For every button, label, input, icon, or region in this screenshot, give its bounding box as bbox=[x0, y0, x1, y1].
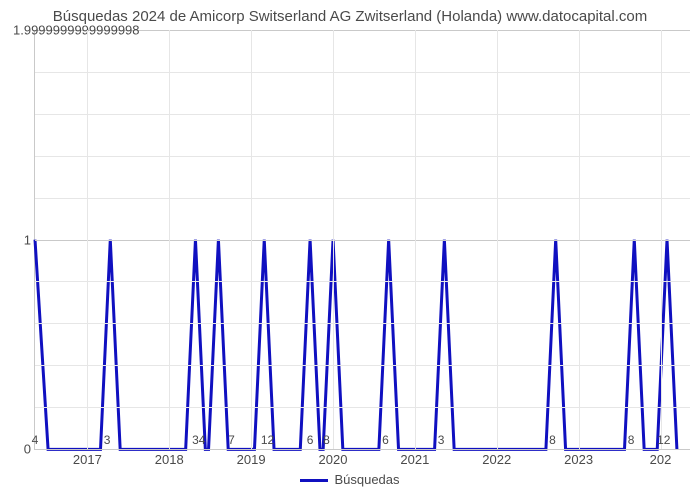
grid-h-major bbox=[35, 449, 690, 450]
data-point-label: 3 bbox=[104, 433, 111, 447]
grid-v bbox=[251, 30, 252, 449]
data-point-label: 12 bbox=[261, 433, 274, 447]
grid-h-minor bbox=[35, 407, 690, 408]
data-point-label: 6 bbox=[382, 433, 389, 447]
x-axis-year-label: 2019 bbox=[237, 452, 266, 467]
x-axis-year-label: 2018 bbox=[155, 452, 184, 467]
legend-swatch bbox=[300, 479, 328, 482]
grid-v bbox=[497, 30, 498, 449]
y-axis-label: 1 bbox=[13, 232, 31, 247]
grid-h-minor bbox=[35, 72, 690, 73]
grid-h-minor bbox=[35, 156, 690, 157]
data-point-label: 8 bbox=[549, 433, 556, 447]
grid-v bbox=[333, 30, 334, 449]
grid-v bbox=[87, 30, 88, 449]
grid-v bbox=[169, 30, 170, 449]
data-point-label: 6 bbox=[307, 433, 314, 447]
legend: Búsquedas bbox=[0, 472, 700, 487]
grid-v bbox=[415, 30, 416, 449]
x-axis-year-label: 2017 bbox=[73, 452, 102, 467]
data-point-label: 34 bbox=[192, 433, 205, 447]
data-point-label: 3 bbox=[438, 433, 445, 447]
x-axis-year-label: 2020 bbox=[319, 452, 348, 467]
grid-h-major bbox=[35, 240, 690, 241]
series-polyline bbox=[35, 240, 677, 450]
y-axis-label: 1.9999999999999998 bbox=[13, 23, 31, 38]
x-axis-year-label: 2021 bbox=[400, 452, 429, 467]
grid-h-minor bbox=[35, 323, 690, 324]
grid-h-minor bbox=[35, 281, 690, 282]
data-point-label: 7 bbox=[228, 433, 235, 447]
grid-h-minor bbox=[35, 198, 690, 199]
x-axis-year-label: 202 bbox=[650, 452, 672, 467]
chart-plot-area: 011.999999999999999820172018201920202021… bbox=[34, 30, 690, 450]
grid-h-minor bbox=[35, 365, 690, 366]
data-point-label: 8 bbox=[628, 433, 635, 447]
grid-v bbox=[579, 30, 580, 449]
x-axis-year-label: 2023 bbox=[564, 452, 593, 467]
data-point-label: 4 bbox=[32, 433, 39, 447]
y-axis-label: 0 bbox=[13, 442, 31, 457]
x-axis-year-label: 2022 bbox=[482, 452, 511, 467]
legend-label: Búsquedas bbox=[334, 472, 399, 487]
data-point-label: 8 bbox=[323, 433, 330, 447]
grid-h-minor bbox=[35, 114, 690, 115]
grid-v bbox=[661, 30, 662, 449]
data-point-label: 12 bbox=[657, 433, 670, 447]
